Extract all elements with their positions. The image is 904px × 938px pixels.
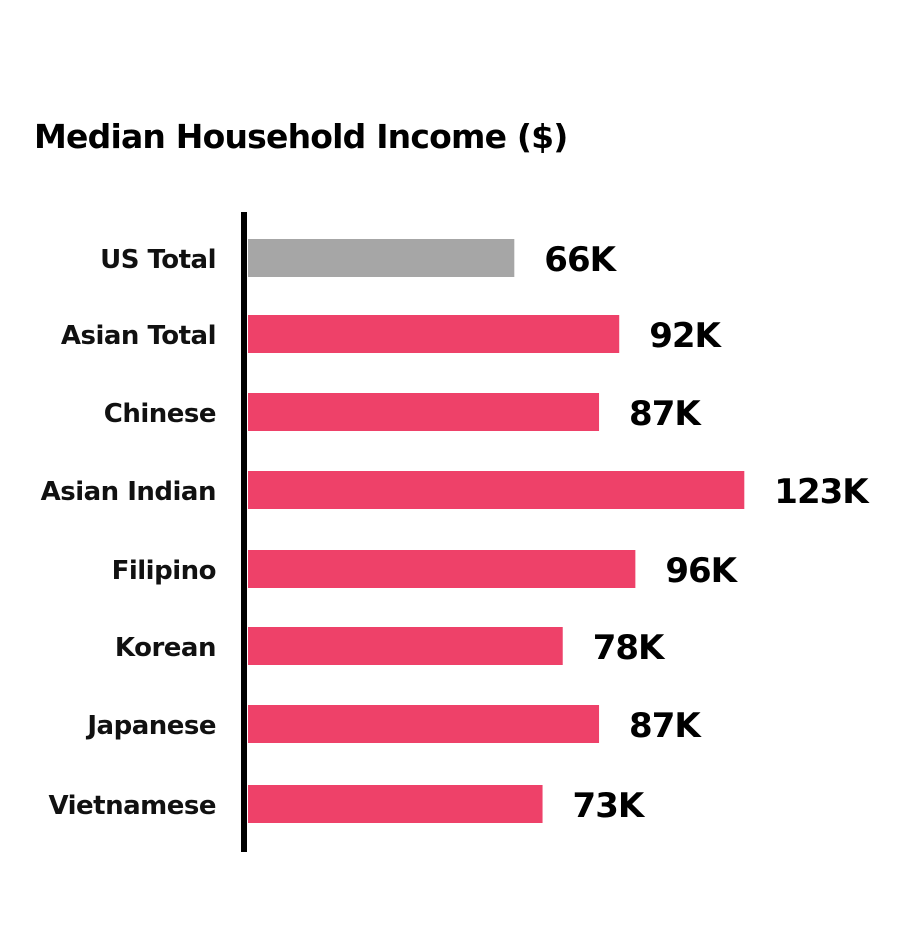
value-label: 73K	[573, 786, 646, 826]
bar-japanese	[248, 705, 600, 743]
bar-korean	[248, 627, 563, 665]
category-label: US Total	[100, 245, 216, 275]
value-label: 87K	[629, 706, 702, 746]
category-label: Vietnamese	[48, 791, 216, 821]
value-label: 87K	[629, 394, 702, 434]
labels-layer: US Total 66K Asian Total 92K Chinese 87K Asian…	[41, 240, 872, 826]
category-label: Filipino	[112, 556, 216, 586]
bars-layer	[248, 239, 745, 823]
bar-filipino	[248, 550, 636, 588]
bar-vietnamese	[248, 785, 543, 823]
bar-us-total	[248, 239, 515, 277]
bar-chinese	[248, 393, 600, 431]
chart-title: Median Household Income ($)	[34, 117, 568, 156]
category-label: Chinese	[104, 399, 216, 429]
bar-asian-total	[248, 315, 620, 353]
category-label: Asian Total	[61, 321, 216, 351]
category-label: Korean	[115, 633, 216, 663]
value-label: 96K	[665, 551, 738, 591]
value-label: 66K	[544, 240, 617, 280]
value-label: 92K	[649, 316, 722, 356]
bar-asian-indian	[248, 471, 745, 509]
value-label: 123K	[774, 472, 870, 512]
value-label: 78K	[593, 628, 666, 668]
category-label: Japanese	[85, 711, 216, 741]
category-label: Asian Indian	[41, 477, 216, 507]
